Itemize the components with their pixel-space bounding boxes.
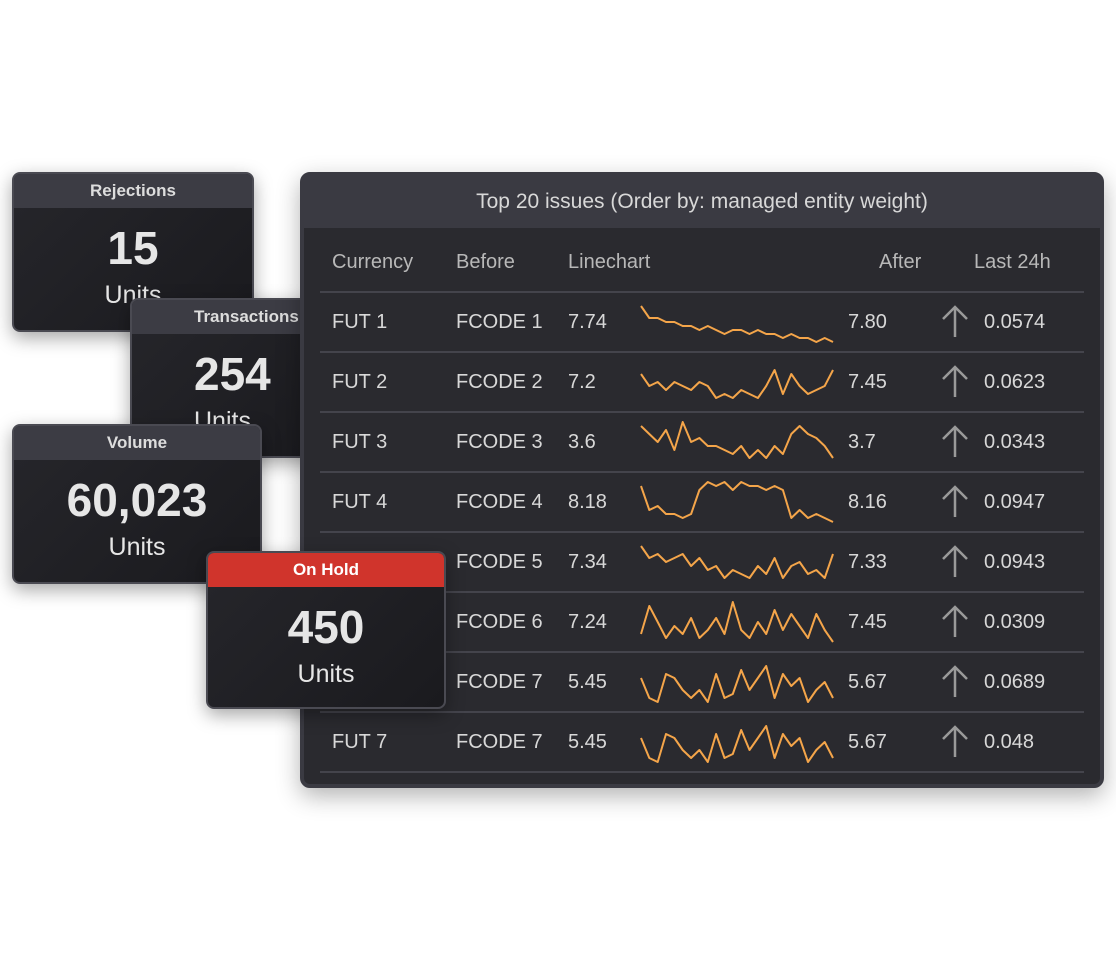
currency: FUT 1 (332, 311, 388, 333)
sparkline-path (640, 725, 834, 763)
code: FCODE 6 (456, 611, 543, 633)
before: 7.2 (568, 371, 596, 393)
code: FCODE 2 (456, 371, 543, 393)
card-title: Rejections (14, 174, 252, 208)
last-24h: 0.0309 (984, 611, 1046, 633)
arrow-shape (942, 605, 968, 637)
up-arrow-icon (942, 425, 968, 457)
up-arrow-icon (942, 665, 968, 697)
after: 8.16 (848, 491, 887, 513)
up-arrow-icon (942, 605, 968, 637)
row-separator (320, 531, 1084, 533)
column-header: Linechart (568, 251, 651, 273)
column-header: Before (456, 251, 515, 273)
currency: FUT 7 (332, 731, 388, 753)
sparkline-path (640, 421, 834, 459)
row-separator (320, 711, 1084, 713)
card-value: 254 (194, 348, 271, 400)
sparkline-path (640, 481, 834, 523)
card-value: 15 (107, 222, 159, 274)
card-value: 450 (287, 601, 365, 653)
card-title: Transactions (132, 300, 332, 334)
arrow-shape (942, 365, 968, 397)
up-arrow-icon (942, 365, 968, 397)
after: 7.33 (848, 551, 887, 573)
before: 7.74 (568, 311, 607, 333)
sparkline (640, 725, 834, 763)
card-title: Volume (14, 426, 260, 460)
sparkline-path (640, 601, 834, 643)
before: 5.45 (568, 671, 607, 693)
last-24h: 0.0947 (984, 491, 1046, 513)
arrow-shape (942, 425, 968, 457)
row-separator (320, 591, 1084, 593)
before: 7.34 (568, 551, 607, 573)
after: 3.7 (848, 431, 876, 453)
before: 8.18 (568, 491, 607, 513)
up-arrow-icon (942, 725, 968, 757)
last-24h: 0.048 (984, 731, 1035, 753)
up-arrow-icon (942, 485, 968, 517)
arrow-shape (942, 485, 968, 517)
column-header: Last 24h (974, 251, 1051, 273)
up-arrow-icon (942, 305, 968, 337)
after: 7.80 (848, 311, 887, 333)
sparkline-path (640, 369, 834, 399)
sparkline (640, 545, 834, 579)
after: 7.45 (848, 371, 887, 393)
before: 3.6 (568, 431, 596, 453)
last-24h: 0.0623 (984, 371, 1046, 393)
row-separator (320, 411, 1084, 413)
before: 5.45 (568, 731, 607, 753)
sparkline (640, 481, 834, 523)
card-title: On Hold (208, 553, 444, 587)
arrow-shape (942, 545, 968, 577)
row-separator (320, 771, 1084, 773)
stat-card: On Hold 450 Units (206, 551, 446, 709)
row-separator (320, 651, 1084, 653)
row-separator (320, 471, 1084, 473)
last-24h: 0.0574 (984, 311, 1046, 333)
currency: FUT 3 (332, 431, 388, 453)
row-separator (320, 291, 1084, 293)
sparkline (640, 369, 834, 399)
sparkline (640, 421, 834, 459)
sparkline (640, 665, 834, 703)
code: FCODE 1 (456, 311, 543, 333)
last-24h: 0.0943 (984, 551, 1046, 573)
before: 7.24 (568, 611, 607, 633)
code: FCODE 3 (456, 431, 543, 453)
currency: FUT 4 (332, 491, 388, 513)
sparkline (640, 601, 834, 643)
card-value: 60,023 (66, 474, 208, 526)
code: FCODE 7 (456, 731, 543, 753)
code: FCODE 4 (456, 491, 543, 513)
arrow-shape (942, 725, 968, 757)
column-header: After (879, 251, 922, 273)
sparkline-path (640, 665, 834, 703)
card-unit: Units (108, 533, 166, 561)
sparkline-path (640, 305, 834, 343)
arrow-shape (942, 665, 968, 697)
last-24h: 0.0343 (984, 431, 1046, 453)
sparkline (640, 305, 834, 343)
row-separator (320, 351, 1084, 353)
card-unit: Units (297, 660, 355, 688)
after: 5.67 (848, 731, 887, 753)
code: FCODE 5 (456, 551, 543, 573)
currency: FUT 2 (332, 371, 388, 393)
after: 5.67 (848, 671, 887, 693)
last-24h: 0.0689 (984, 671, 1046, 693)
sparkline-path (640, 545, 834, 579)
after: 7.45 (848, 611, 887, 633)
up-arrow-icon (942, 545, 968, 577)
panel-title: Top 20 issues (Order by: managed entity … (304, 176, 1100, 228)
column-header: Currency (332, 251, 414, 273)
code: FCODE 7 (456, 671, 543, 693)
arrow-shape (942, 305, 968, 337)
